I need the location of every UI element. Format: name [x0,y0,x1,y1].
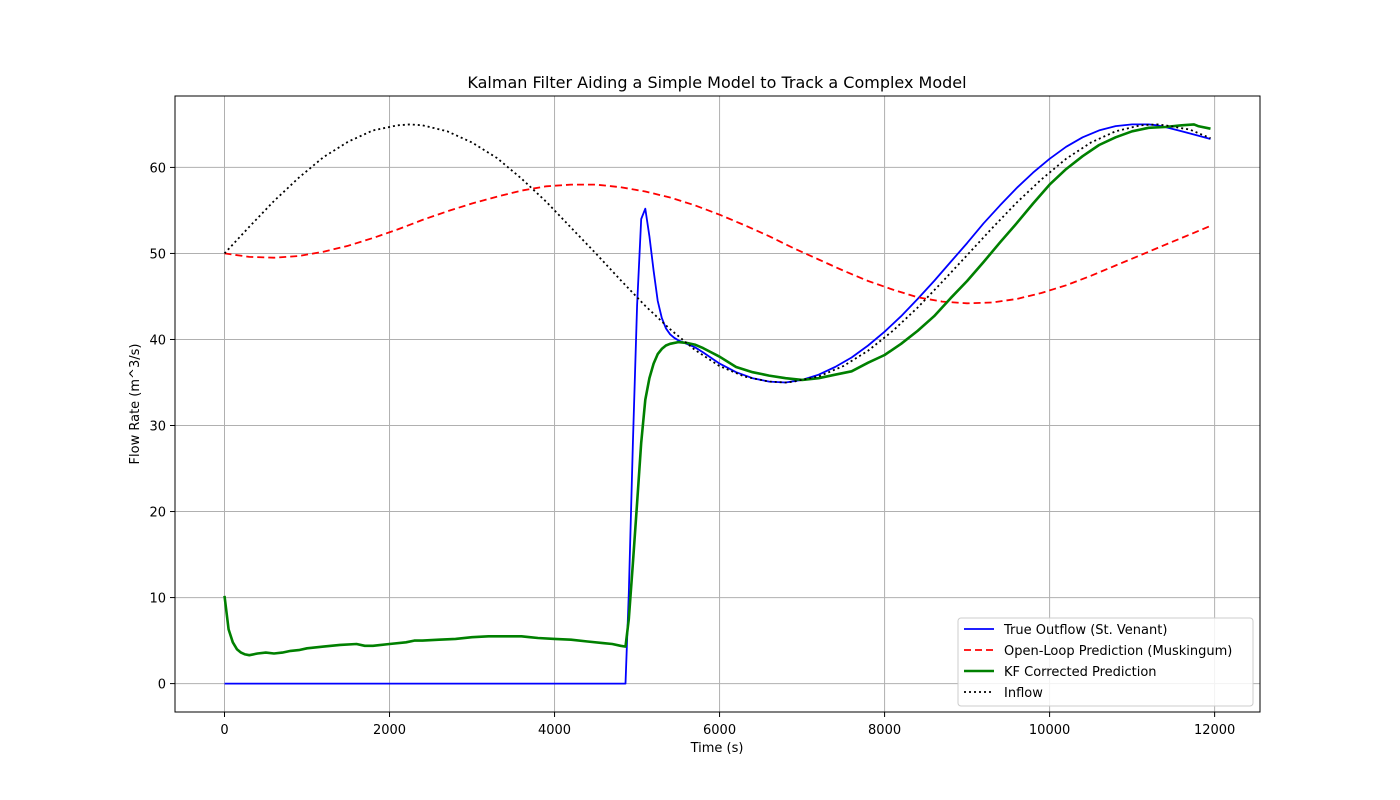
x-tick-label: 12000 [1194,723,1235,738]
x-tick-label: 2000 [373,723,406,738]
series-line-kf-corrected-prediction [223,123,1211,657]
x-tick-label: 6000 [703,723,736,738]
y-tick-label: 50 [149,247,166,262]
y-axis-label: Flow Rate (m^3/s) [128,344,143,465]
legend: True Outflow (St. Venant) Open-Loop Predi… [957,617,1254,707]
x-tick-label: 8000 [868,723,901,738]
y-tick-label: 60 [149,161,166,176]
x-axis-label: Time (s) [690,741,744,756]
chart-title: Kalman Filter Aiding a Simple Model to T… [467,73,966,92]
y-tick-label: 40 [149,333,166,348]
plot-frame [174,95,1261,713]
series-line-true-outflow [224,123,1211,685]
x-tick-label: 0 [220,723,228,738]
y-tick-label: 10 [149,592,166,607]
series-line-inflow [223,123,1211,384]
legend-label-kf-corrected-prediction: KF Corrected Prediction [1004,665,1157,680]
y-tick-label: 30 [149,420,166,435]
y-tick-label: 0 [158,678,166,693]
legend-label-inflow: Inflow [1004,686,1043,701]
legend-label-true-outflow: True Outflow (St. Venant) [1003,623,1167,638]
x-tick-label: 4000 [538,723,571,738]
series-layer [223,123,1211,685]
x-tick-label: 10000 [1029,723,1070,738]
legend-label-open-loop-prediction: Open-Loop Prediction (Muskingum) [1004,644,1232,659]
legend-box [957,617,1254,707]
series-line-open-loop-prediction [224,183,1211,305]
y-tick-label: 20 [149,506,166,521]
axis-ticks: 0 2000 4000 6000 8000 10000 12000 0 10 20 30 40 50 60 [149,161,1235,738]
